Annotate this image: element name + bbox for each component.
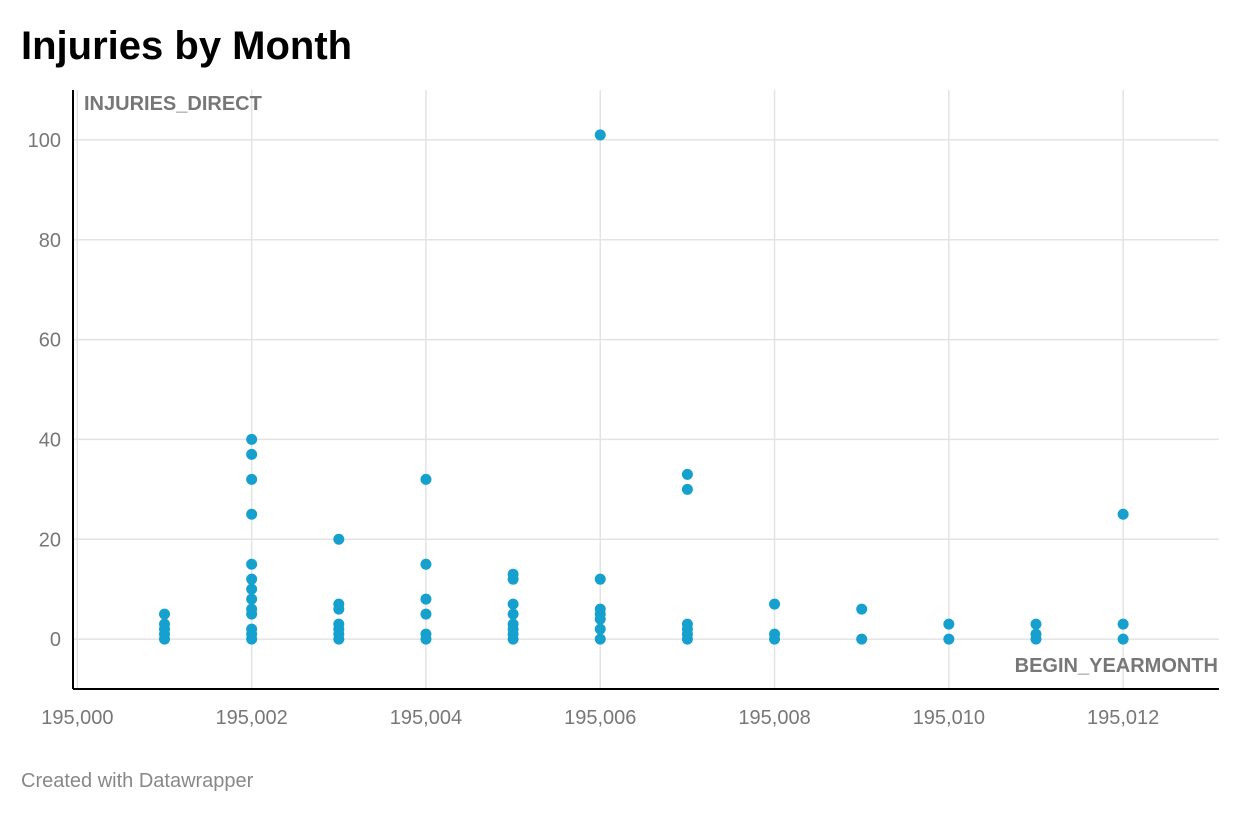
x-tick-label: 195,004 — [390, 707, 462, 729]
data-point — [159, 618, 171, 630]
data-point — [1117, 618, 1129, 630]
x-tick-label: 195,008 — [738, 707, 810, 729]
x-tick-label: 195,006 — [564, 707, 636, 729]
data-point — [420, 473, 432, 485]
data-point — [594, 623, 606, 635]
y-tick-label: 0 — [50, 629, 61, 651]
data-point — [594, 573, 606, 585]
data-point — [681, 483, 693, 495]
data-point — [856, 603, 868, 615]
data-point — [594, 603, 606, 615]
credit-footer: Created with Datawrapper — [21, 770, 254, 792]
data-point — [333, 618, 345, 630]
data-point — [769, 628, 781, 640]
data-point — [1117, 633, 1129, 645]
x-tick-label: 195,000 — [41, 707, 113, 729]
data-point — [246, 573, 258, 585]
data-point — [594, 129, 606, 141]
data-point — [943, 618, 955, 630]
data-point — [507, 618, 519, 630]
data-point — [1030, 618, 1042, 630]
data-point — [507, 568, 519, 580]
data-point — [769, 598, 781, 610]
gridlines — [73, 90, 1219, 689]
data-point — [420, 608, 432, 620]
data-point — [246, 448, 258, 460]
data-point — [159, 608, 171, 620]
data-point — [420, 558, 432, 570]
data-point — [333, 533, 345, 545]
x-tick-label: 195,010 — [913, 707, 985, 729]
data-point — [246, 508, 258, 520]
data-point — [1117, 508, 1129, 520]
data-point — [420, 628, 432, 640]
tick-labels: 0 20 40 60 80 100 195,000 195,002 195,004 195,006… — [28, 130, 1160, 729]
data-point — [246, 473, 258, 485]
scatter-plot: 0 20 40 60 80 100 195,000 195,002 195,004 195,006… — [28, 90, 1219, 729]
x-tick-label: 195,002 — [216, 707, 288, 729]
data-point — [943, 633, 955, 645]
data-point — [246, 583, 258, 595]
data-point — [594, 633, 606, 645]
data-point — [246, 558, 258, 570]
data-point — [246, 623, 258, 635]
x-axis-title: BEGIN_YEARMONTH — [1015, 655, 1218, 677]
y-tick-label: 40 — [39, 429, 61, 451]
y-tick-label: 60 — [39, 330, 61, 352]
y-tick-label: 20 — [39, 529, 61, 551]
axes — [72, 90, 1219, 690]
data-point — [333, 598, 345, 610]
data-point — [246, 593, 258, 605]
data-point — [507, 608, 519, 620]
data-point — [681, 468, 693, 480]
y-tick-label: 80 — [39, 230, 61, 252]
data-point — [1030, 628, 1042, 640]
chart-title: Injuries by Month — [21, 24, 353, 68]
x-tick-label: 195,012 — [1087, 707, 1159, 729]
y-axis-title: INJURIES_DIRECT — [84, 93, 262, 115]
y-tick-label: 100 — [28, 130, 61, 152]
data-point — [507, 598, 519, 610]
data-point — [420, 593, 432, 605]
data-point — [681, 618, 693, 630]
data-points — [159, 129, 1129, 645]
data-point — [246, 603, 258, 615]
data-point — [856, 633, 868, 645]
data-point — [246, 433, 258, 445]
